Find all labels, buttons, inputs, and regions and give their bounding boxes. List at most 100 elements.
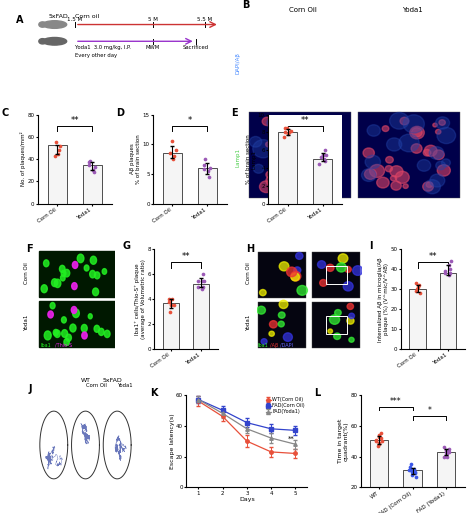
Text: **: **	[71, 115, 79, 125]
Point	[170, 152, 178, 160]
Circle shape	[424, 222, 434, 230]
Circle shape	[328, 329, 332, 333]
Circle shape	[94, 272, 100, 279]
Text: 5.5 M: 5.5 M	[197, 17, 212, 23]
Point	[377, 429, 384, 438]
Point	[205, 173, 213, 181]
Circle shape	[411, 128, 422, 137]
Circle shape	[307, 160, 316, 168]
Circle shape	[44, 260, 49, 267]
Circle shape	[271, 229, 276, 233]
Point	[447, 258, 455, 266]
Point	[90, 168, 98, 176]
Point	[206, 164, 214, 172]
Circle shape	[90, 270, 95, 278]
Circle shape	[365, 253, 372, 259]
Circle shape	[278, 312, 285, 318]
Y-axis label: Escape latency(s): Escape latency(s)	[170, 413, 174, 469]
Point	[373, 436, 380, 444]
Point	[194, 283, 202, 291]
Circle shape	[338, 254, 348, 263]
Circle shape	[403, 115, 424, 133]
Point	[287, 127, 294, 135]
Point	[373, 437, 380, 445]
Circle shape	[296, 134, 307, 144]
Point	[443, 449, 451, 458]
Circle shape	[254, 164, 264, 173]
Point	[282, 128, 289, 136]
Circle shape	[274, 174, 287, 186]
Circle shape	[349, 338, 354, 342]
Circle shape	[278, 321, 284, 327]
Circle shape	[70, 324, 76, 332]
Circle shape	[301, 123, 305, 127]
Point	[375, 431, 383, 439]
Point	[406, 466, 413, 475]
Circle shape	[437, 127, 456, 144]
Circle shape	[260, 289, 266, 295]
Circle shape	[345, 266, 351, 272]
Circle shape	[55, 279, 61, 288]
Bar	[257, 252, 306, 298]
Point	[201, 165, 208, 173]
Text: 5xFAD: 5xFAD	[102, 378, 122, 383]
Circle shape	[430, 174, 445, 187]
Circle shape	[41, 285, 47, 293]
Circle shape	[436, 227, 440, 230]
Circle shape	[363, 148, 374, 158]
Bar	[326, 266, 347, 284]
Circle shape	[277, 138, 288, 147]
Point	[441, 267, 449, 275]
Circle shape	[270, 172, 281, 182]
Point	[407, 460, 414, 468]
Point	[283, 124, 291, 132]
Circle shape	[386, 156, 393, 163]
Circle shape	[439, 120, 446, 125]
Circle shape	[437, 165, 450, 176]
Circle shape	[362, 169, 376, 182]
Circle shape	[263, 225, 267, 229]
Circle shape	[72, 283, 77, 290]
Text: Yoda1: Yoda1	[402, 8, 422, 13]
Circle shape	[316, 278, 324, 285]
Point	[408, 471, 416, 479]
Point	[406, 463, 413, 471]
Text: 1.5 M: 1.5 M	[67, 17, 82, 23]
Circle shape	[283, 214, 294, 223]
Point	[411, 468, 419, 476]
Point	[322, 150, 330, 159]
Circle shape	[269, 331, 274, 336]
Circle shape	[388, 245, 392, 249]
Circle shape	[61, 270, 66, 277]
Point	[411, 469, 419, 478]
Point	[168, 295, 176, 303]
Bar	[198, 168, 217, 204]
Point	[412, 287, 419, 295]
Point	[53, 139, 60, 147]
Circle shape	[347, 303, 354, 309]
Point	[414, 283, 422, 291]
Circle shape	[99, 328, 104, 336]
Circle shape	[398, 271, 402, 275]
Circle shape	[264, 254, 273, 261]
Text: 5xFAD: 5xFAD	[49, 14, 69, 19]
Circle shape	[265, 142, 272, 147]
Point	[442, 451, 450, 459]
Circle shape	[275, 153, 283, 160]
Text: B: B	[242, 0, 249, 10]
Circle shape	[50, 303, 55, 309]
Point	[317, 153, 324, 162]
Circle shape	[424, 180, 440, 194]
Point	[91, 163, 99, 171]
Point	[379, 437, 386, 445]
Circle shape	[395, 171, 409, 183]
Circle shape	[290, 118, 296, 123]
Bar	[370, 440, 388, 513]
Text: *: *	[188, 115, 192, 125]
Circle shape	[84, 265, 89, 271]
Circle shape	[77, 254, 84, 263]
Point	[54, 149, 62, 157]
Circle shape	[311, 122, 327, 135]
X-axis label: Days: Days	[239, 497, 255, 502]
Circle shape	[48, 311, 53, 318]
